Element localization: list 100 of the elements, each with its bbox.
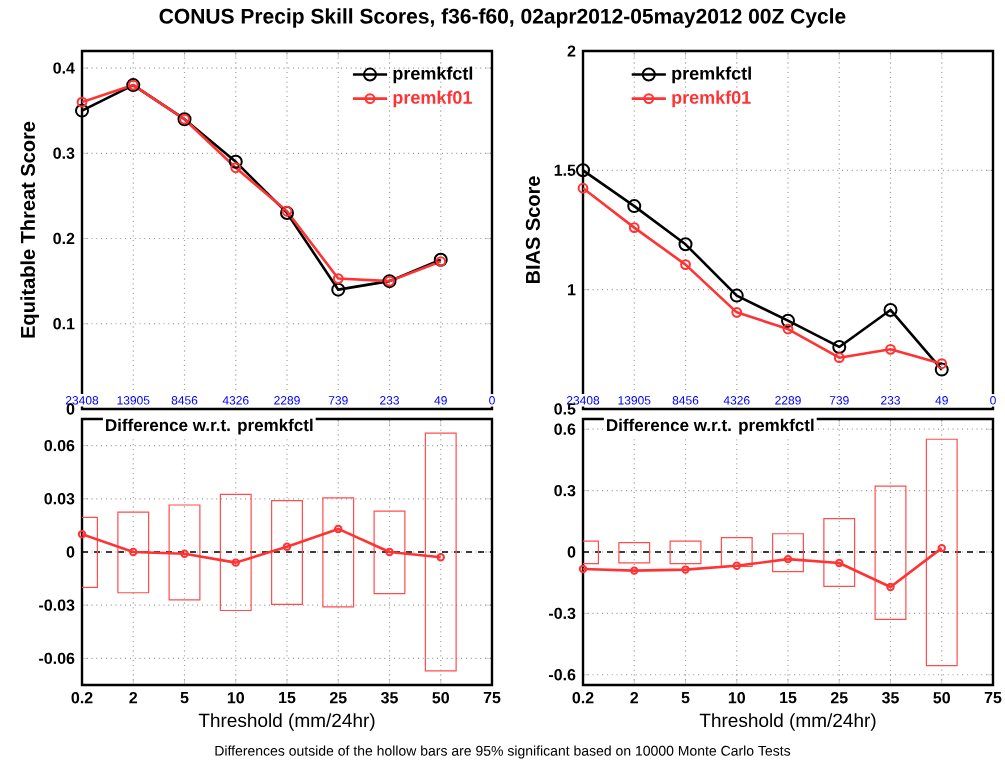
point xyxy=(331,282,346,297)
legend-label: premkf01 xyxy=(672,90,751,108)
y-tick-label: 2 xyxy=(567,45,576,57)
y-axis-title: BIAS Score xyxy=(525,176,540,284)
x-tick-label: 35 xyxy=(881,692,899,704)
x-tick-label: 49 xyxy=(434,396,447,405)
chart-title: Difference w.r.t. premkfctl xyxy=(607,418,814,435)
point xyxy=(180,549,189,558)
y-tick-label: 0.4 xyxy=(53,62,75,74)
y-tick-label: 0.3 xyxy=(53,147,75,159)
y-tick-label: 0 xyxy=(66,546,75,558)
point xyxy=(678,237,693,252)
x-tick-label: 23408 xyxy=(65,396,99,405)
chart-title: CONUS Precip Skill Scores, f36-f60, 02apr2012-05may2012 00Z Cycle xyxy=(159,8,846,28)
y-tick-label: 0.03 xyxy=(44,493,75,505)
bar xyxy=(618,541,651,564)
x-tick-label: 10 xyxy=(227,692,244,704)
x-tick-label: 4326 xyxy=(222,396,249,405)
point xyxy=(681,565,690,574)
x-axis-title: Threshold (mm/24hr) xyxy=(198,713,375,731)
point xyxy=(934,362,949,377)
x-tick-label: 5 xyxy=(681,692,690,704)
x-tick-label: 739 xyxy=(328,396,348,405)
point xyxy=(433,252,448,267)
y-tick-label: -0.6 xyxy=(549,669,576,681)
x-tick-label: 75 xyxy=(984,692,1002,704)
point xyxy=(832,339,847,354)
x-axis-title: Threshold (mm/24hr) xyxy=(699,713,876,731)
point xyxy=(883,302,898,317)
x-tick-label: 233 xyxy=(881,396,900,405)
y-tick-label: 0 xyxy=(567,546,576,558)
bar xyxy=(168,504,201,601)
x-tick-label: 2289 xyxy=(775,396,801,405)
x-tick-label: 50 xyxy=(933,692,950,704)
point xyxy=(576,163,591,178)
bar xyxy=(271,499,303,605)
x-tick-label: 739 xyxy=(829,396,849,405)
y-tick-label: 0.2 xyxy=(53,232,75,245)
bar xyxy=(424,432,457,672)
bar xyxy=(219,493,252,612)
point xyxy=(627,199,642,214)
point xyxy=(885,343,896,355)
bar xyxy=(925,438,958,667)
point xyxy=(230,162,242,174)
text: Differences outside of the hollow bars are 95% significant based on 10000 Monte Carlo Tests xyxy=(215,745,791,759)
x-tick-label: 25 xyxy=(830,692,848,704)
y-tick-label: -0.06 xyxy=(39,652,75,665)
point xyxy=(680,259,691,270)
x-tick-label: 8456 xyxy=(672,396,699,405)
x-tick-label: 15 xyxy=(279,692,296,704)
bar xyxy=(874,485,907,620)
x-tick-label: 5 xyxy=(180,692,189,704)
x-tick-label: 23408 xyxy=(566,396,600,405)
point xyxy=(75,103,90,118)
point xyxy=(783,554,793,564)
y-tick-label: 0.1 xyxy=(53,318,75,330)
x-tick-label: 13905 xyxy=(618,396,651,405)
point xyxy=(732,561,741,570)
x-tick-label: 2 xyxy=(129,692,138,704)
x-tick-label: 75 xyxy=(483,692,501,704)
chart-title: Difference w.r.t. premkfctl xyxy=(106,418,313,435)
point xyxy=(731,306,743,318)
point xyxy=(630,566,639,575)
y-tick-label: 0.6 xyxy=(554,423,576,435)
x-tick-label: 13905 xyxy=(117,396,150,405)
legend-label: premkfctl xyxy=(393,66,473,84)
x-tick-label: 25 xyxy=(329,692,347,704)
x-tick-label: 4326 xyxy=(723,396,750,405)
y-tick-label: 1 xyxy=(568,284,576,296)
bar xyxy=(669,540,702,565)
x-tick-label: 0 xyxy=(990,396,996,405)
point xyxy=(577,182,589,194)
point xyxy=(782,323,794,335)
point xyxy=(231,558,240,567)
bar xyxy=(772,533,804,573)
x-tick-label: 15 xyxy=(780,692,797,704)
x-tick-label: 8456 xyxy=(171,396,198,405)
bar xyxy=(322,497,355,608)
point xyxy=(936,358,948,370)
x-tick-label: 2 xyxy=(630,692,639,704)
point xyxy=(435,256,447,267)
point xyxy=(76,96,88,108)
x-tick-label: 49 xyxy=(935,396,948,405)
bar xyxy=(823,518,856,587)
bar xyxy=(373,510,406,595)
legend-label: premkfctl xyxy=(672,66,751,84)
point xyxy=(129,547,138,557)
x-tick-label: 0 xyxy=(489,396,495,405)
y-axis-title: Equitable Threat Score xyxy=(20,121,39,338)
y-tick-label: 0.06 xyxy=(44,439,75,452)
point xyxy=(228,154,243,169)
point xyxy=(886,582,895,592)
y-tick-label: 0.5 xyxy=(554,403,576,415)
point xyxy=(282,542,292,551)
x-tick-label: 35 xyxy=(380,692,398,704)
y-tick-label: -0.3 xyxy=(549,607,576,620)
point xyxy=(385,547,394,557)
legend-label: premkf01 xyxy=(393,90,472,108)
point xyxy=(729,288,744,303)
y-tick-label: -0.03 xyxy=(39,599,75,611)
